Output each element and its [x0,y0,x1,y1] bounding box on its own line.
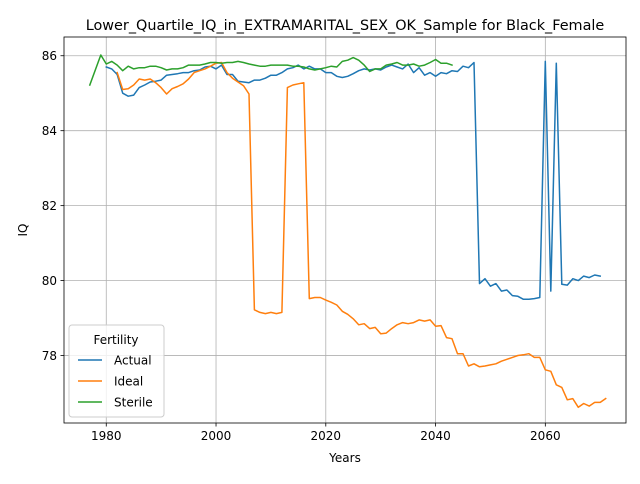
series-line-sterile [88,54,453,86]
axis-ticks: 1980 2000 2020 2040 2060 78 80 82 84 86 [42,49,561,443]
legend-label-ideal: Ideal [114,374,143,388]
chart-title: Lower_Quartile_IQ_in_EXTRAMARITAL_SEX_OK… [86,18,605,34]
y-tick-label: 86 [42,49,57,63]
series-line-ideal [116,61,607,409]
legend: Fertility Actual Ideal Sterile [68,324,165,418]
y-tick-label: 78 [42,349,57,363]
x-tick-label: 2060 [530,429,561,443]
x-tick-label: 2040 [420,429,451,443]
plot-area-frame [63,36,627,424]
x-tick-label: 2000 [201,429,232,443]
legend-box [68,324,165,418]
legend-title: Fertility [93,333,138,347]
legend-label-sterile: Sterile [114,395,153,409]
y-axis-label: IQ [16,224,30,237]
y-tick-label: 84 [42,124,57,138]
x-axis-label: Years [328,451,361,465]
series-line-actual [105,60,602,301]
y-tick-label: 82 [42,199,57,213]
x-tick-label: 1980 [91,429,122,443]
y-tick-label: 80 [42,274,57,288]
series-lines [88,54,607,409]
legend-label-actual: Actual [114,353,152,367]
x-tick-label: 2020 [311,429,342,443]
legend-entries: Actual Ideal Sterile [78,353,153,409]
grid-lines [64,37,626,423]
